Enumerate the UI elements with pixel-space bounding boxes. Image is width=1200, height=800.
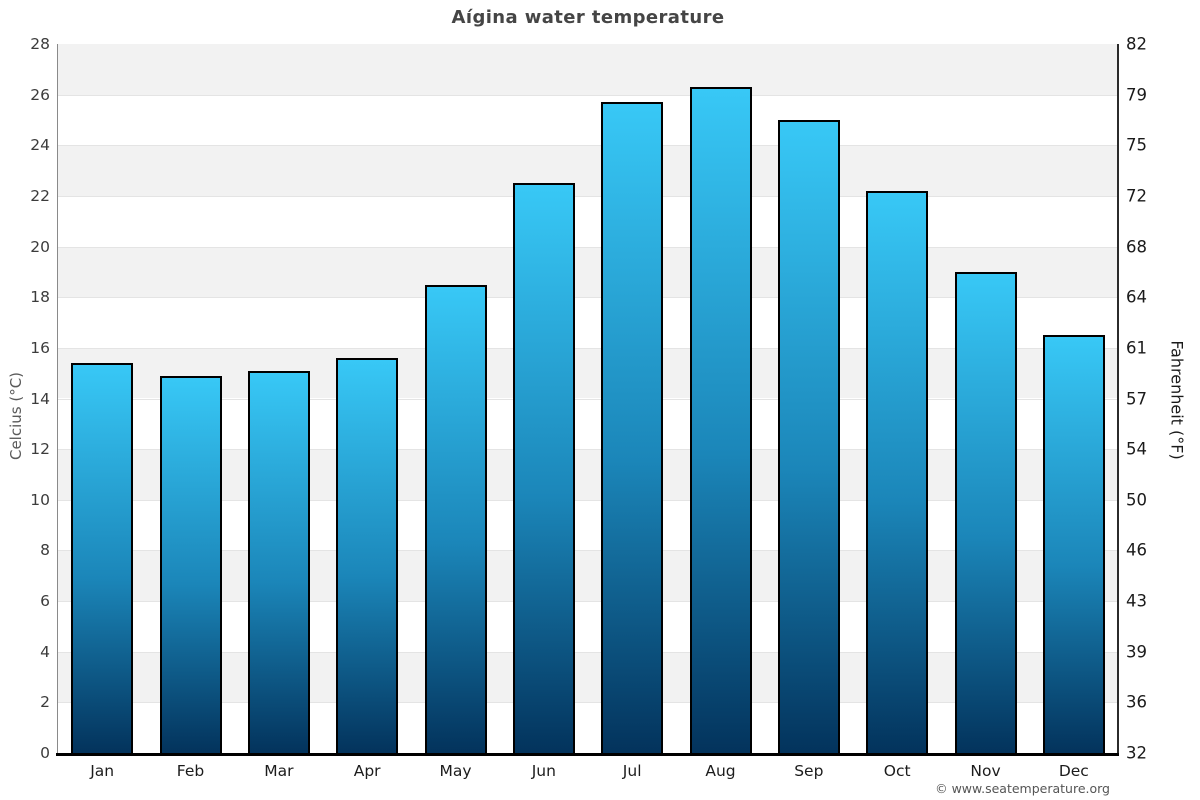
plot-band <box>58 94 1118 146</box>
x-tick-label-mar: Mar <box>264 762 294 780</box>
x-axis-line <box>56 752 1119 756</box>
plot-band <box>58 651 1118 703</box>
plot-band <box>58 398 1118 450</box>
plot-band <box>58 145 1118 196</box>
plot-band <box>58 702 1118 753</box>
y-tick-label-fahrenheit: 32 <box>1126 743 1147 763</box>
chart-title: Aígina water temperature <box>451 7 725 28</box>
x-tick-label-feb: Feb <box>176 762 205 780</box>
y-tick-label-fahrenheit: 79 <box>1126 85 1147 105</box>
x-tick-label-dec: Dec <box>1058 762 1089 780</box>
plot-band <box>58 347 1118 399</box>
plot-band <box>58 246 1118 298</box>
y-tick-label-fahrenheit: 82 <box>1126 34 1147 54</box>
bar-sep[interactable] <box>777 119 840 753</box>
y-tick-label-fahrenheit: 72 <box>1126 186 1147 206</box>
y-tick-label-celsius: 12 <box>30 440 50 459</box>
y-tick-label-celsius: 28 <box>30 35 50 53</box>
copyright-credit: © www.seatemperature.org <box>935 781 1110 796</box>
y-tick-label-fahrenheit: 39 <box>1126 642 1147 662</box>
x-tick-label-aug: Aug <box>705 762 736 780</box>
y-tick-label-celsius: 16 <box>30 338 50 357</box>
y-tick-label-fahrenheit: 68 <box>1126 237 1147 257</box>
plot-band <box>58 44 1118 95</box>
x-tick-label-sep: Sep <box>794 762 824 780</box>
y-tick-label-celsius: 4 <box>40 642 50 661</box>
y-tick-label-celsius: 6 <box>40 592 50 611</box>
y-axis-ticks-celsius: 28 26 24 22 20 18 16 14 12 10 8 6 4 2 0 <box>0 0 50 800</box>
y-tick-label-fahrenheit: 75 <box>1126 135 1147 155</box>
y-tick-label-celsius: 24 <box>30 136 50 155</box>
y-axis-title-fahrenheit: Fahrenheit (°F) <box>1167 340 1187 460</box>
y-axis-line-fahrenheit <box>1117 44 1119 754</box>
y-axis-ticks-fahrenheit: 82 79 75 72 68 64 61 57 54 50 46 43 39 36 32 <box>1126 0 1186 800</box>
y-tick-label-celsius: 0 <box>40 744 50 762</box>
y-tick-label-fahrenheit: 46 <box>1126 540 1147 560</box>
y-axis-line-celsius <box>56 44 58 754</box>
plot-area <box>58 44 1118 753</box>
y-tick-label-fahrenheit: 50 <box>1126 490 1147 510</box>
bar-mar[interactable] <box>247 370 310 753</box>
x-tick-label-may: May <box>439 762 472 780</box>
bar-dec[interactable] <box>1042 335 1105 753</box>
bar-jul[interactable] <box>601 102 664 753</box>
y-tick-label-fahrenheit: 61 <box>1126 338 1147 358</box>
plot-band <box>58 449 1118 500</box>
bar-aug[interactable] <box>689 87 752 753</box>
y-tick-label-fahrenheit: 57 <box>1126 389 1147 408</box>
y-tick-label-celsius: 10 <box>30 490 50 509</box>
bar-may[interactable] <box>424 284 487 753</box>
y-tick-label-celsius: 8 <box>40 541 50 560</box>
bar-feb[interactable] <box>159 375 222 753</box>
x-tick-label-apr: Apr <box>353 762 381 780</box>
x-tick-label-jul: Jul <box>622 762 642 780</box>
plot-band <box>58 499 1118 551</box>
plot-band <box>58 601 1118 652</box>
x-tick-label-nov: Nov <box>970 762 1001 780</box>
x-tick-label-jun: Jun <box>531 762 556 780</box>
y-tick-label-celsius: 14 <box>30 389 50 408</box>
y-tick-label-fahrenheit: 54 <box>1126 439 1147 459</box>
x-tick-label-oct: Oct <box>883 762 911 780</box>
y-tick-label-celsius: 26 <box>30 85 50 104</box>
plot-band <box>58 297 1118 348</box>
bar-apr[interactable] <box>336 358 399 753</box>
plot-band <box>58 550 1118 602</box>
y-tick-label-fahrenheit: 43 <box>1126 591 1147 611</box>
bar-jan[interactable] <box>71 363 134 753</box>
y-tick-label-fahrenheit: 36 <box>1126 692 1147 712</box>
bar-nov[interactable] <box>954 271 1017 753</box>
y-tick-label-celsius: 18 <box>30 288 50 307</box>
y-tick-label-celsius: 2 <box>40 693 50 712</box>
y-tick-label-celsius: 20 <box>30 237 50 256</box>
x-tick-label-jan: Jan <box>90 762 115 780</box>
y-tick-label-celsius: 22 <box>30 186 50 205</box>
bar-oct[interactable] <box>866 190 929 753</box>
bar-jun[interactable] <box>512 183 575 753</box>
y-tick-label-fahrenheit: 64 <box>1126 287 1147 307</box>
y-axis-title-celsius: Celcius (°C) <box>7 371 25 461</box>
plot-band <box>58 195 1118 247</box>
